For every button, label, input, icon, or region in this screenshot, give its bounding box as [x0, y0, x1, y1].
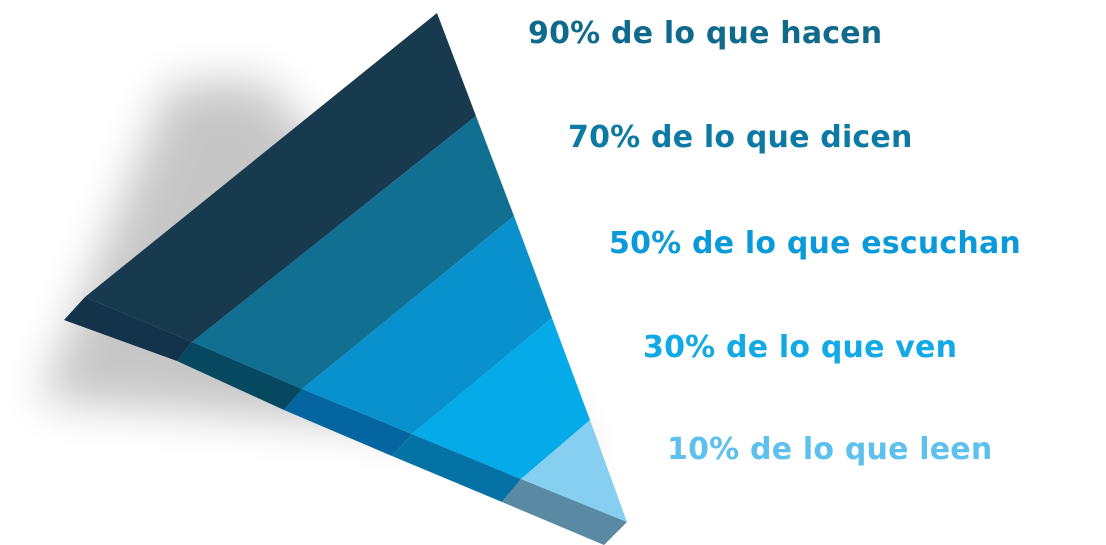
level-label-ven: 30% de lo que ven — [643, 330, 958, 365]
pyramid-face-level-5 — [521, 420, 627, 522]
level-label-escuchan: 50% de lo que escuchan — [609, 226, 1021, 261]
pyramid-side-level-3 — [284, 389, 412, 456]
pyramid-side-level-5 — [502, 479, 627, 545]
level-label-dicen: 70% de lo que dicen — [568, 120, 913, 155]
pyramid-face-level-4 — [412, 318, 590, 479]
level-label-leen: 10% de lo que leen — [667, 432, 993, 467]
pyramid-side-level-4 — [392, 434, 521, 502]
level-label-hacen: 90% de lo que hacen — [528, 16, 883, 51]
pyramid-side-level-2 — [177, 342, 302, 410]
pyramid-face-level-1 — [85, 13, 476, 342]
pyramid-face-level-3 — [302, 216, 552, 434]
pyramid-side-level-1 — [64, 297, 192, 361]
pyramid-face-level-2 — [192, 116, 514, 389]
